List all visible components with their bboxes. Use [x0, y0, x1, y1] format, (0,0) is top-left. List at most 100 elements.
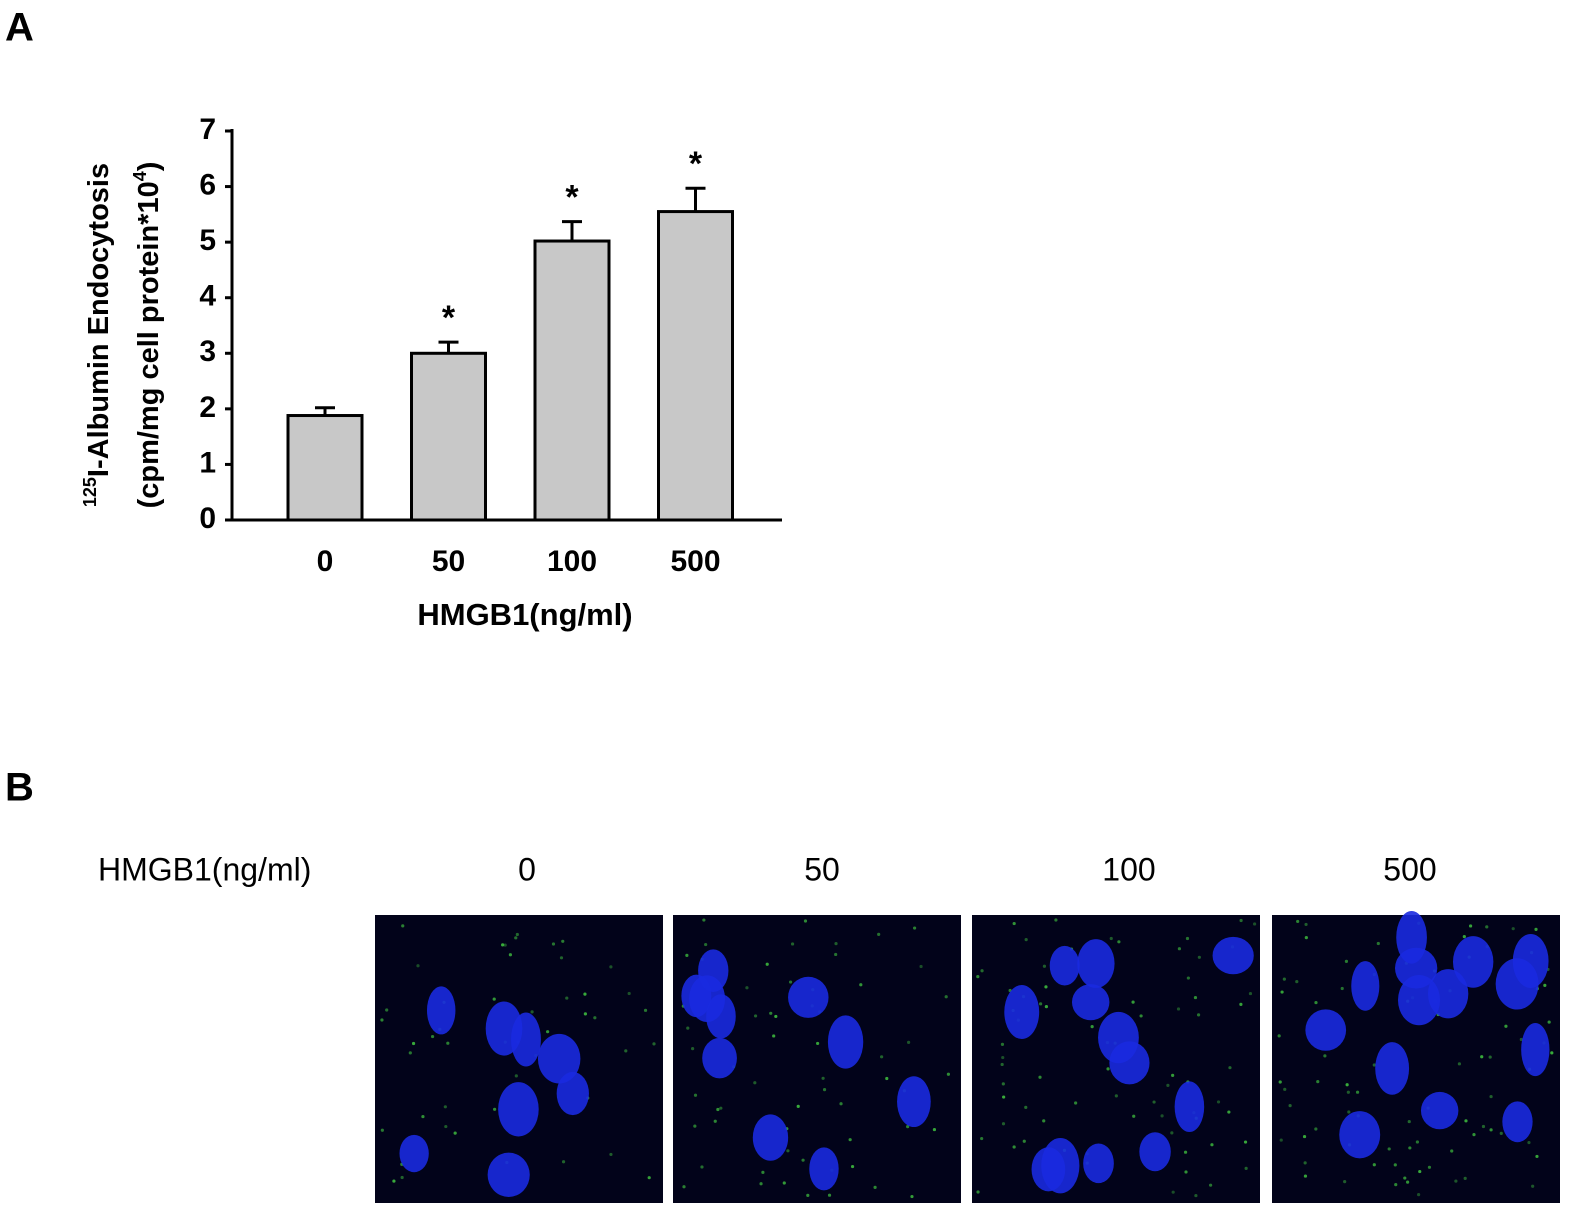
- green-dot: [1170, 1131, 1174, 1135]
- green-dot: [561, 939, 565, 943]
- green-dot: [1193, 995, 1198, 1000]
- green-dot: [1044, 985, 1048, 989]
- text: I-Albumin Endocytosis: [83, 163, 115, 477]
- green-dot: [624, 1049, 628, 1053]
- green-dot: [944, 995, 948, 999]
- nucleus: [498, 1082, 539, 1137]
- green-dot: [1194, 1193, 1198, 1198]
- green-dot: [446, 1041, 450, 1045]
- green-dot: [801, 1158, 805, 1162]
- green-dot: [774, 1014, 778, 1019]
- nucleus: [1495, 958, 1539, 1010]
- green-dot: [1024, 938, 1028, 942]
- green-dot: [1387, 1147, 1391, 1151]
- green-dot: [416, 964, 420, 968]
- green-dot: [1171, 1073, 1175, 1077]
- green-dot: [1314, 1000, 1318, 1005]
- green-dot: [1531, 1184, 1535, 1188]
- nucleus: [1521, 1023, 1550, 1077]
- micrograph: [1272, 911, 1560, 1203]
- green-dot: [1001, 1122, 1006, 1126]
- column-label: 500: [1383, 851, 1436, 887]
- green-dot: [821, 1076, 825, 1080]
- green-dot: [401, 924, 405, 928]
- green-dot: [713, 1119, 717, 1123]
- nucleus: [1427, 969, 1469, 1019]
- x-tick-label: 50: [432, 545, 465, 578]
- green-dot: [1489, 1128, 1493, 1132]
- nucleus: [1305, 1009, 1347, 1051]
- green-dot: [1039, 1002, 1043, 1006]
- panel-label: A: [5, 6, 34, 50]
- nucleus: [1351, 961, 1380, 1011]
- green-dot: [530, 1010, 534, 1014]
- green-dot: [1024, 1105, 1028, 1109]
- green-dot: [392, 1179, 396, 1183]
- green-dot: [1372, 1063, 1376, 1067]
- green-dot: [686, 1026, 690, 1030]
- green-dot: [704, 942, 708, 947]
- green-dot: [1314, 1127, 1318, 1131]
- nucleus: [702, 1037, 737, 1079]
- green-dot: [1304, 935, 1308, 940]
- green-dot: [1000, 1042, 1005, 1046]
- green-dot: [1244, 1166, 1248, 1170]
- nucleus: [1083, 1143, 1114, 1184]
- nucleus: [1174, 1081, 1205, 1133]
- nucleus: [1077, 939, 1115, 988]
- green-dot: [1280, 990, 1284, 994]
- y-tick-label: 5: [199, 224, 216, 257]
- green-dot: [822, 1088, 827, 1092]
- green-dot: [1022, 1139, 1026, 1143]
- green-dot: [816, 1041, 820, 1046]
- green-dot: [1184, 1170, 1188, 1174]
- green-dot: [1012, 1145, 1016, 1149]
- text: ): [133, 162, 165, 172]
- green-dot: [1228, 1066, 1232, 1070]
- green-dot: [716, 1107, 720, 1112]
- green-dot: [1279, 1138, 1283, 1142]
- green-dot: [561, 1160, 566, 1164]
- green-dot: [1166, 1083, 1170, 1088]
- green-dot: [827, 1193, 832, 1197]
- green-dot: [1355, 1090, 1360, 1094]
- green-dot: [1302, 1134, 1307, 1139]
- green-dot: [1346, 1090, 1350, 1094]
- green-dot: [1511, 927, 1515, 931]
- green-dot: [850, 1164, 855, 1169]
- green-dot: [643, 1008, 648, 1012]
- green-dot: [1345, 1083, 1349, 1087]
- nucleus: [809, 1147, 839, 1191]
- green-dot: [1347, 1110, 1351, 1114]
- green-dot: [1485, 925, 1489, 929]
- green-dot: [565, 996, 569, 1000]
- green-dot: [848, 1138, 852, 1142]
- text: (cpm/mg cell protein*10: [133, 181, 165, 508]
- green-dot: [1464, 1119, 1468, 1123]
- panel-label: B: [5, 766, 34, 810]
- green-dot: [1012, 921, 1016, 926]
- green-dot: [1283, 1087, 1287, 1091]
- green-dot: [1131, 1000, 1135, 1004]
- y-tick-label: 2: [199, 391, 216, 424]
- green-dot: [839, 1102, 843, 1106]
- green-dot: [559, 956, 564, 960]
- green-dot: [411, 1041, 416, 1046]
- green-dot: [551, 942, 556, 946]
- green-dot: [803, 919, 808, 923]
- green-dot: [877, 932, 881, 936]
- x-axis-label: HMGB1(ng/ml): [417, 597, 632, 632]
- green-dot: [1394, 1183, 1398, 1187]
- y-tick-label: 0: [199, 502, 216, 535]
- nucleus: [537, 1033, 581, 1084]
- nucleus: [1098, 1011, 1139, 1064]
- nucleus: [426, 986, 456, 1035]
- column-label: 0: [518, 851, 536, 887]
- green-dot: [1407, 1119, 1411, 1124]
- green-dot: [508, 953, 513, 957]
- green-dot: [1000, 1062, 1004, 1067]
- micrograph: [375, 915, 663, 1203]
- green-dot: [609, 1152, 613, 1157]
- green-dot: [1160, 1114, 1164, 1118]
